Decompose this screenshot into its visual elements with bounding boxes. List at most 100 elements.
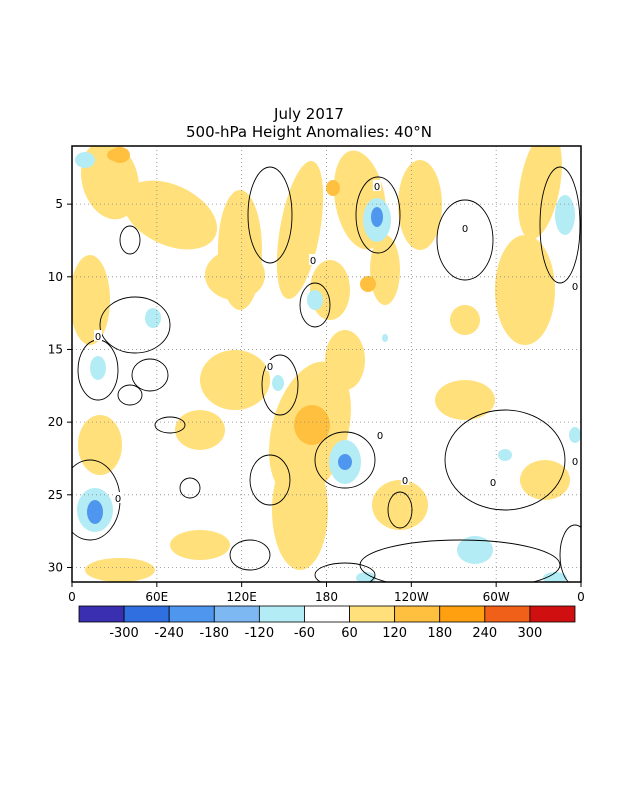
contour-label: 0: [462, 224, 468, 235]
positive-anomaly-region: [518, 146, 562, 240]
contour-label-bg: [373, 180, 381, 191]
zero-contour-line: [249, 454, 291, 506]
y-tick-label: 10: [48, 270, 63, 284]
colorbar-swatch: [484, 605, 531, 623]
negative-anomaly-region: [498, 449, 512, 461]
contour-label: 0: [572, 282, 578, 293]
strong-positive-anomaly-region: [294, 405, 330, 445]
colorbar-swatch: [168, 605, 215, 623]
chart-title-line2: 500-hPa Height Anomalies: 40°N: [186, 123, 432, 141]
strong-negative-anomaly-region: [87, 500, 103, 524]
colorbar-swatch: [78, 605, 125, 623]
contour-label-bg: [309, 254, 317, 265]
negative-anomaly-region: [75, 152, 95, 168]
zero-contour-line: [247, 166, 293, 264]
x-tick-label: 120E: [226, 590, 257, 604]
positive-anomaly-region: [72, 255, 110, 345]
zero-contour-line: [131, 358, 169, 392]
zero-contour-line: [154, 416, 186, 434]
negative-anomaly-fill: [75, 152, 581, 582]
contour-label: 0: [490, 478, 496, 489]
strong-positive-anomaly-region: [326, 180, 340, 196]
x-tick-label: 60W: [483, 590, 510, 604]
negative-anomaly-region: [457, 536, 493, 564]
x-tick-label: 0: [577, 590, 585, 604]
zero-contour-line: [117, 384, 143, 406]
contour-label-bg: [376, 429, 384, 440]
y-tick-label: 25: [48, 488, 63, 502]
negative-anomaly-region: [382, 334, 388, 342]
negative-anomaly-region: [145, 308, 161, 328]
chart-title-line1: July 2017: [274, 105, 344, 123]
zero-contour-line: [387, 491, 413, 529]
contour-label: 0: [267, 362, 273, 373]
positive-anomaly-region: [370, 235, 400, 305]
contour-label-bg: [571, 280, 579, 291]
contour-label-bg: [489, 476, 497, 487]
positive-anomaly-region: [372, 480, 428, 530]
zero-contour-line: [355, 176, 401, 254]
positive-anomaly-region: [520, 460, 570, 500]
positive-anomaly-region: [78, 415, 122, 475]
zero-contour-line: [119, 225, 141, 255]
plot-area: 0 0 0 0 0 0 0 0 0 0 0: [72, 146, 581, 582]
colorbar-swatch: [349, 605, 396, 623]
y-tick-label: 20: [48, 415, 63, 429]
colorbar-label: 180: [427, 626, 452, 641]
colorbar-swatch: [394, 605, 441, 623]
positive-anomaly-region: [205, 250, 265, 300]
zero-contour-line: [179, 477, 201, 499]
x-tick-label: 180: [315, 590, 338, 604]
zero-contour-line: [299, 282, 331, 328]
contour-label: 0: [572, 457, 578, 468]
positive-anomaly-region: [325, 330, 365, 390]
zero-contour-line: [99, 296, 171, 354]
zero-contour-line: [314, 431, 376, 489]
contour-label-bg: [461, 222, 469, 233]
colorbar-label: -120: [245, 626, 275, 641]
colorbar-swatch: [304, 605, 350, 623]
zero-contour-line: [436, 199, 494, 281]
positive-anomaly-region: [450, 305, 480, 335]
negative-anomaly-region: [569, 427, 581, 443]
x-tick-label: 60E: [145, 590, 168, 604]
contour-label-bg: [571, 455, 579, 466]
contour-label-bg: [94, 330, 102, 341]
contour-label: 0: [374, 182, 380, 193]
x-tick-label: 0: [68, 590, 76, 604]
colorbar-swatch: [439, 605, 486, 623]
colorbar-label: -300: [109, 626, 139, 641]
contour-label: 0: [377, 431, 383, 442]
colorbar-label: -60: [294, 626, 315, 641]
strong-negative-anomaly-region: [371, 207, 383, 227]
positive-anomaly-region: [272, 450, 328, 570]
strong-positive-anomaly-region: [107, 149, 123, 161]
negative-anomaly-region: [356, 572, 376, 582]
grid-lines: [72, 146, 581, 582]
colorbar-swatch: [529, 605, 576, 623]
negative-anomaly-region: [555, 195, 575, 235]
positive-anomaly-region: [200, 350, 270, 410]
zero-contour-line: [539, 166, 581, 284]
negative-anomaly-region: [543, 572, 567, 582]
colorbar-swatch: [258, 605, 305, 623]
y-tick-label: 15: [48, 342, 63, 356]
positive-anomaly-region: [398, 160, 442, 250]
positive-anomaly-region: [435, 380, 495, 420]
positive-anomaly-region: [175, 410, 225, 450]
contour-label-bg: [401, 474, 409, 485]
zero-contours: 0 0 0 0 0 0 0 0 0 0 0: [72, 166, 581, 582]
negative-anomaly-region: [307, 290, 323, 310]
colorbar-label: 300: [517, 626, 542, 641]
contour-label-bg: [114, 492, 122, 503]
negative-anomaly-region: [90, 356, 106, 380]
x-axis: 0 60E 120E 180 120W 60W 0: [68, 582, 585, 604]
zero-contour-line: [444, 409, 566, 511]
strong-negative-anomaly-region: [338, 454, 352, 470]
strong-positive-anomaly-region: [360, 276, 376, 292]
contour-label: 0: [95, 332, 101, 343]
colorbar-label: 120: [382, 626, 407, 641]
x-tick-label: 120W: [394, 590, 429, 604]
contour-label-bg: [266, 360, 274, 371]
